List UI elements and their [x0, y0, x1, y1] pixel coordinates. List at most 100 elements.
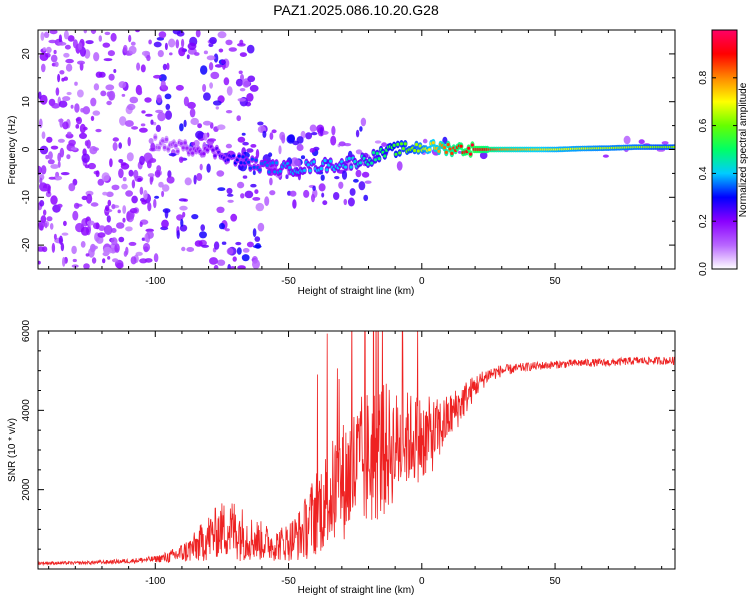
spectrogram-cell	[183, 96, 189, 107]
spectrogram-cell	[413, 148, 417, 153]
spectrogram-cell	[148, 138, 154, 144]
spectrogram-cell	[258, 168, 262, 172]
spectrogram-cell	[72, 210, 79, 221]
spectrogram-cell	[396, 161, 403, 171]
spectrogram-cell	[623, 135, 631, 145]
spectrogram-cell	[153, 198, 157, 209]
spectrogram-cell	[255, 149, 260, 159]
spectrogram-cell	[122, 177, 127, 182]
tick-label: 4000	[21, 399, 32, 422]
spectrogram-cell	[45, 46, 52, 54]
spectrogram-cell	[129, 96, 139, 104]
spectrogram-cell	[90, 97, 97, 107]
spectrogram-cell	[203, 132, 208, 141]
spectrogram-x-axis-label: Height of straight line (km)	[298, 286, 415, 297]
spectrogram-cell	[39, 52, 49, 61]
spectrogram-cell	[672, 145, 675, 149]
spectrogram-cell	[60, 242, 65, 252]
spectrogram-cell	[213, 241, 220, 250]
spectrogram-cell	[105, 205, 110, 212]
spectrogram-cell	[221, 241, 227, 245]
spectrogram-cell	[246, 241, 254, 248]
spectrogram-cell	[157, 146, 161, 150]
spectrogram-cell	[202, 152, 206, 156]
spectrogram-cell	[58, 34, 63, 43]
spectrogram-cell	[252, 170, 256, 176]
tick-label: 10	[21, 96, 32, 108]
spectrogram-cell	[50, 195, 58, 205]
spectrogram-cell	[103, 246, 112, 255]
spectrogram-cell	[97, 178, 105, 186]
spectrogram-cell	[130, 256, 137, 265]
spectrogram-cell	[240, 193, 245, 199]
spectrogram-cell	[153, 74, 162, 79]
spectrogram-cell	[479, 151, 488, 160]
spectrogram-cell	[392, 143, 396, 147]
spectrogram-cell	[165, 110, 172, 120]
spectrogram-cell	[68, 183, 76, 192]
spectrogram-cell	[269, 177, 273, 186]
spectrogram-cell	[128, 34, 132, 43]
spectrogram-cell	[131, 195, 138, 204]
spectrogram-cell	[323, 159, 327, 163]
spectrogram-cell	[242, 248, 250, 253]
spectrogram-cell	[59, 147, 65, 158]
spectrogram-cell	[288, 166, 292, 170]
spectrogram-cell	[257, 222, 265, 232]
spectrogram-cell	[431, 141, 435, 145]
spectrogram-cell	[286, 134, 295, 144]
spectrogram-cell	[39, 118, 43, 129]
spectrogram-y-axis-label: Frequency (Hz)	[7, 116, 18, 185]
spectrogram-cell	[308, 169, 312, 173]
spectrogram-cell	[128, 169, 134, 177]
tick-label: 0.4	[698, 166, 709, 180]
spectrogram-cell	[71, 245, 77, 255]
spectrogram-cell	[81, 195, 88, 201]
spectrogram-cell	[209, 82, 214, 89]
spectrogram-cell	[360, 117, 367, 127]
spectrogram-cell	[180, 218, 184, 227]
spectrogram-cell	[84, 164, 90, 169]
spectrogram-cell	[223, 77, 230, 86]
spectrogram-cell	[254, 189, 259, 195]
spectrogram-cell	[107, 256, 111, 260]
spectrogram-cell	[252, 259, 260, 269]
spectrogram-cell	[168, 38, 176, 48]
spectrogram-cell	[112, 137, 120, 142]
tick-label: -50	[281, 276, 296, 287]
spectrogram-cell	[206, 55, 216, 61]
spectrogram-cell	[43, 31, 50, 38]
spectrogram-cell	[154, 195, 160, 199]
spectrogram-cell	[79, 132, 87, 139]
spectrogram-cell	[181, 38, 185, 48]
spectrogram-cell	[200, 224, 205, 232]
spectrogram-cell	[364, 180, 372, 184]
spectrogram-cell	[153, 41, 162, 48]
spectrogram-cell	[331, 125, 336, 136]
spectrogram-cell	[237, 265, 246, 269]
spectrogram-cell	[355, 149, 363, 155]
spectrogram-cell	[158, 181, 164, 188]
spectrogram-cell	[296, 143, 304, 152]
spectrogram-cell	[211, 148, 215, 152]
spectrogram-cell	[235, 78, 243, 87]
spectrogram-cell	[137, 89, 143, 96]
spectrogram-cell	[135, 30, 140, 33]
spectrogram-cell	[62, 121, 69, 130]
spectrogram-cell	[67, 131, 72, 136]
spectrogram-cell	[83, 30, 87, 34]
spectrogram-cell	[175, 84, 184, 91]
spectrogram-cell	[83, 126, 88, 131]
spectrogram-cell	[401, 147, 405, 151]
spectrogram-cell	[67, 35, 75, 42]
spectrogram-cell	[214, 64, 223, 68]
spectrogram-cell	[320, 174, 325, 181]
spectrogram-cell	[285, 174, 289, 179]
spectrogram-cell	[230, 213, 238, 222]
spectrogram-cell	[104, 31, 111, 36]
spectrogram-cell	[119, 116, 127, 126]
spectrogram-cell	[178, 156, 184, 163]
spectrogram-cell	[273, 170, 277, 174]
spectrogram-cell	[137, 177, 143, 182]
spectrogram-cell	[141, 50, 151, 57]
